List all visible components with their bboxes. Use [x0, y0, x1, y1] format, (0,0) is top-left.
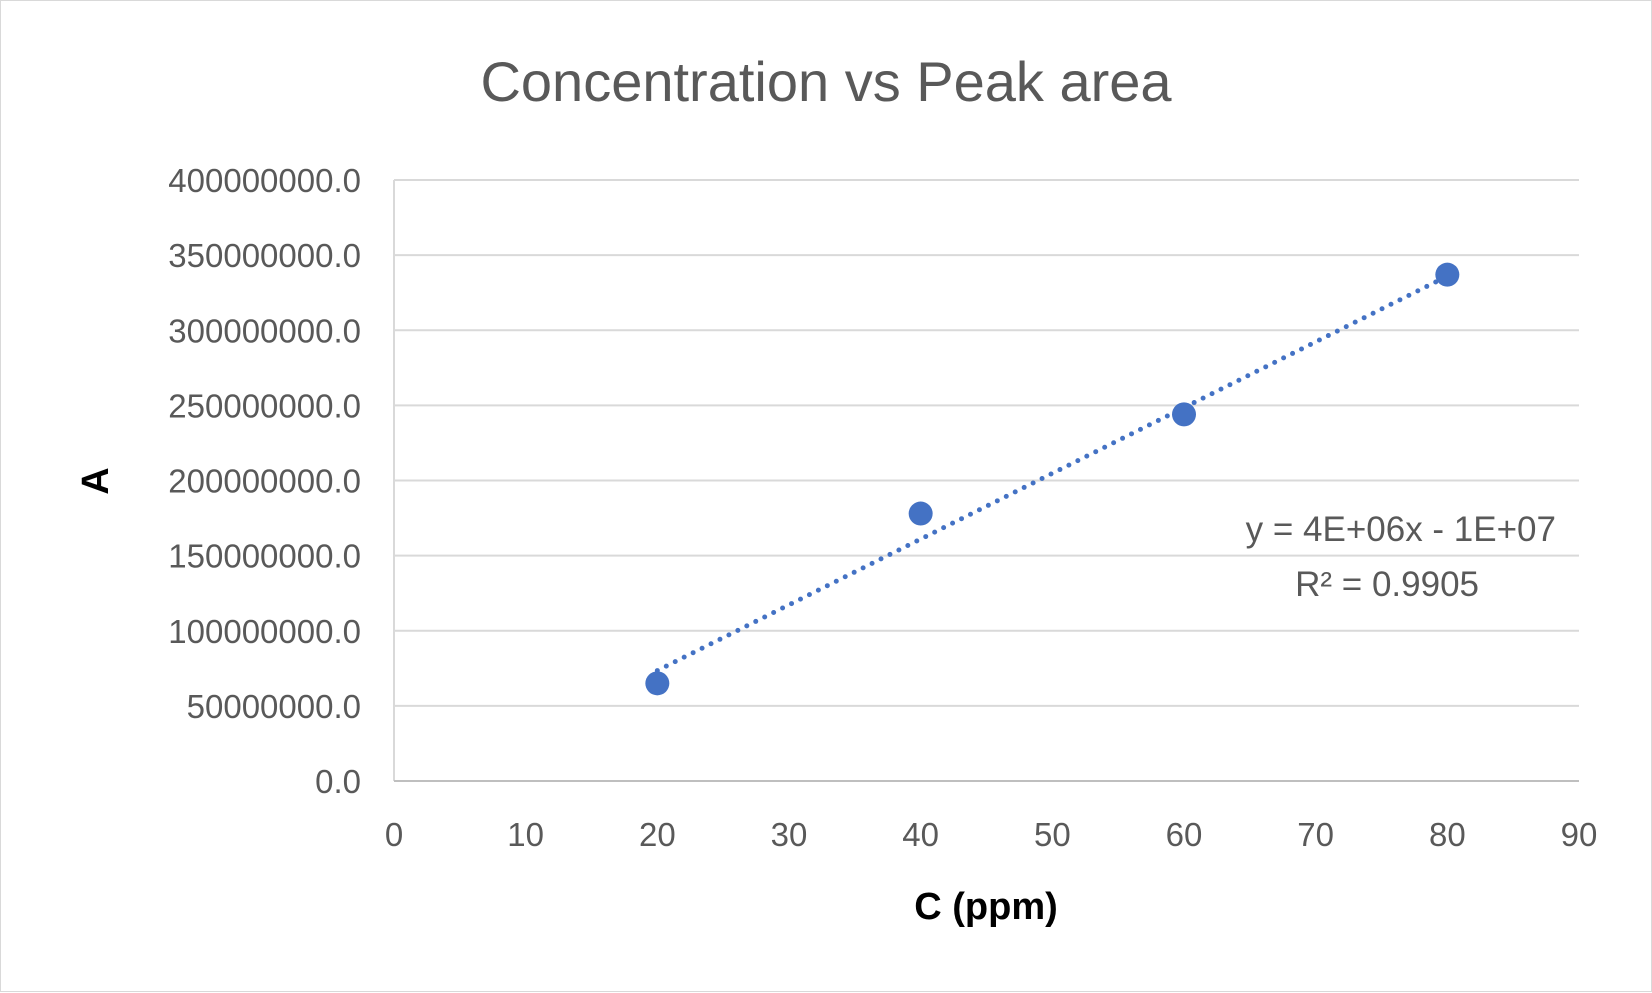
y-tick-label: 350000000.0 [168, 237, 361, 274]
trendline-path [654, 273, 1450, 674]
gridlines [394, 179, 1579, 707]
data-point [1172, 402, 1196, 427]
trendline-equation: y = 4E+06x - 1E+07 [1246, 510, 1556, 549]
axes [393, 180, 1579, 782]
y-tick-label: 50000000.0 [187, 688, 361, 725]
x-axis-tick-labels: 0 10 20 30 40 50 60 70 80 90 [385, 816, 1598, 853]
data-point [908, 501, 933, 526]
data-points [645, 262, 1460, 696]
x-tick-label: 20 [639, 816, 676, 853]
y-tick-label: 250000000.0 [168, 387, 361, 424]
x-tick-label: 80 [1429, 816, 1466, 853]
data-point [645, 671, 670, 696]
y-tick-label: 100000000.0 [168, 613, 361, 650]
x-tick-label: 70 [1297, 816, 1334, 853]
chart-title: Concentration vs Peak area [480, 50, 1172, 113]
x-tick-label: 50 [1034, 816, 1071, 853]
y-axis-tick-labels: 0.0 50000000.0 100000000.0 150000000.0 20000… [168, 162, 361, 800]
x-axis-title: C (ppm) [914, 886, 1058, 928]
x-tick-label: 90 [1561, 816, 1598, 853]
x-tick-label: 0 [385, 816, 403, 853]
y-axis-title: A [75, 467, 117, 494]
x-tick-label: 60 [1166, 816, 1203, 853]
trendline-r-squared: R² = 0.9905 [1295, 565, 1479, 604]
y-tick-label: 300000000.0 [168, 312, 361, 349]
trendline [654, 273, 1450, 674]
data-point [1435, 262, 1460, 287]
y-tick-label: 0.0 [315, 763, 361, 800]
x-tick-label: 30 [771, 816, 808, 853]
x-tick-label: 40 [902, 816, 939, 853]
y-tick-label: 400000000.0 [168, 162, 361, 199]
x-tick-label: 10 [507, 816, 544, 853]
y-tick-label: 150000000.0 [168, 538, 361, 575]
y-tick-label: 200000000.0 [168, 463, 361, 500]
